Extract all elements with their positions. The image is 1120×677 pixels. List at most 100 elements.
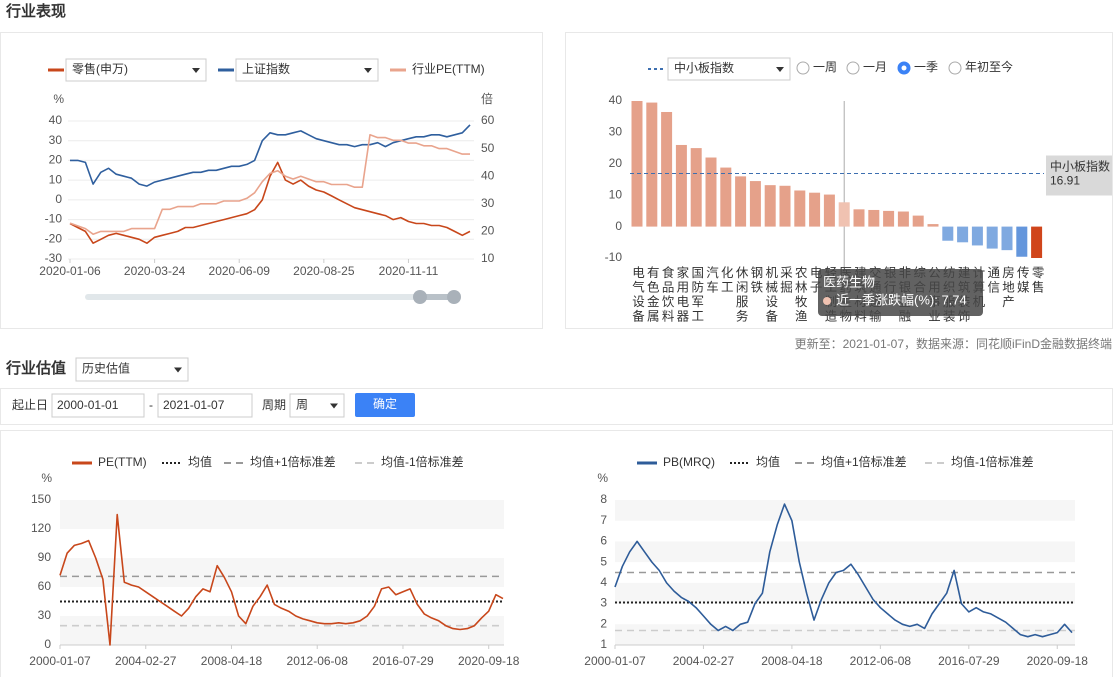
dropdown-arrow (330, 403, 338, 409)
y-tick-label: 8 (600, 492, 607, 506)
panel (0, 388, 1113, 425)
bar (912, 215, 924, 227)
radio-label: 一季 (914, 60, 938, 74)
radio-label: 一周 (813, 60, 837, 74)
bar (986, 226, 998, 249)
bar (675, 144, 687, 227)
x-tick-label: 2020-09-18 (1027, 654, 1089, 668)
x-tick-label: 传媒 (1015, 265, 1029, 295)
x-tick-label: 汽车 (704, 265, 718, 295)
y-tick-label: 40 (609, 93, 623, 107)
bar (690, 148, 702, 227)
reference-value: 16.91 (1050, 174, 1080, 188)
x-tick-label: 国防军工 (689, 266, 703, 324)
legend-dropdown[interactable] (667, 57, 791, 81)
legend-label: 均值-1倍标准差 (951, 454, 1034, 469)
dropdown-arrow (776, 67, 784, 72)
date-input[interactable] (157, 393, 253, 418)
date-input-text: 2000-01-01 (57, 398, 119, 412)
bar (661, 111, 673, 227)
y-tick-label: 4 (600, 575, 607, 589)
slider-handle[interactable] (447, 290, 461, 304)
series-line (69, 134, 470, 235)
x-tick-label: 钢铁 (748, 266, 762, 295)
radio[interactable] (796, 61, 810, 75)
bar (838, 202, 850, 227)
series-line (614, 503, 1073, 638)
bar (897, 211, 909, 227)
submit-button-text: 确定 (373, 396, 397, 411)
y-tick-label: 60 (38, 579, 52, 593)
x-tick-label: 机械设备 (763, 266, 777, 324)
y-axis-label: % (53, 92, 64, 106)
bar (794, 190, 806, 227)
bar (764, 185, 776, 227)
tooltip-dot (823, 297, 831, 305)
y-tick-label: 0 (615, 219, 622, 233)
y2-tick-label: 50 (481, 141, 495, 155)
submit-button[interactable] (355, 393, 415, 417)
bar (1031, 226, 1043, 258)
radio-dot (901, 65, 907, 71)
date-input-text: 2021-01-07 (163, 398, 225, 412)
mode-dropdown-text: 历史估值 (82, 361, 130, 376)
y-axis-label: % (41, 471, 52, 485)
tooltip-title: 医药生物 (823, 274, 875, 289)
legend-dropdown[interactable] (65, 58, 207, 82)
y-tick-label: 0 (44, 637, 51, 651)
x-tick-label: 2004-02-27 (673, 654, 735, 668)
band (615, 582, 1075, 604)
period-dropdown[interactable] (289, 393, 345, 418)
legend-dropdown[interactable] (235, 58, 379, 82)
y-tick-label: -10 (45, 212, 63, 226)
legend-label: 均值+1倍标准差 (250, 454, 336, 469)
x-tick-label: 2012-06-08 (287, 654, 349, 668)
bar (1016, 226, 1028, 257)
slider-range (420, 294, 454, 300)
bar (927, 224, 939, 227)
slider-handle[interactable] (413, 290, 427, 304)
y-axis-label: % (597, 471, 608, 485)
radio[interactable] (846, 61, 860, 75)
y-tick-label: -20 (45, 231, 63, 245)
x-tick-label: 休闲服务 (734, 266, 748, 324)
range-separator: - (149, 398, 153, 412)
date-input[interactable] (51, 393, 145, 418)
bar (868, 209, 880, 227)
panel (0, 32, 543, 329)
footer-note: 更新至：2021-01-07，数据来源：同花顺iFinD金融数据终端 (795, 336, 1112, 351)
band (615, 541, 1075, 563)
panel (0, 430, 1113, 677)
y-tick-label: 30 (49, 133, 63, 147)
y-tick-label: 20 (609, 156, 623, 170)
y2-axis-label: 倍 (481, 91, 493, 106)
y-tick-label: 3 (600, 596, 607, 610)
legend-label: PE(TTM) (98, 455, 147, 469)
y-tick-label: 30 (38, 608, 52, 622)
y2-tick-label: 20 (481, 224, 495, 238)
period-dropdown-text: 周 (296, 398, 308, 412)
y2-tick-label: 30 (481, 196, 495, 210)
x-tick-label: 食品饮料 (660, 265, 674, 324)
y-tick-label: 0 (55, 192, 62, 206)
x-tick-label: 2020-09-18 (458, 654, 520, 668)
y-tick-label: 5 (600, 554, 607, 568)
x-tick-label: 2020-01-06 (39, 264, 101, 278)
y-tick-label: 1 (600, 637, 607, 651)
legend-label: PB(MRQ) (663, 455, 715, 469)
radio[interactable] (948, 61, 962, 75)
band (615, 624, 1075, 645)
y-tick-label: 10 (49, 172, 63, 186)
bar (705, 157, 717, 227)
panel (565, 32, 1113, 329)
y-tick-label: 2 (600, 616, 607, 630)
series-line (59, 513, 504, 646)
mode-dropdown[interactable] (75, 357, 189, 382)
dropdown-arrow (364, 68, 372, 73)
bar (1001, 226, 1013, 251)
bar (853, 209, 865, 227)
y-tick-label: 150 (31, 492, 51, 506)
x-tick-label: 2000-01-07 (584, 654, 646, 668)
x-tick-label: 2000-01-07 (29, 654, 91, 668)
slider-track[interactable] (85, 294, 460, 300)
